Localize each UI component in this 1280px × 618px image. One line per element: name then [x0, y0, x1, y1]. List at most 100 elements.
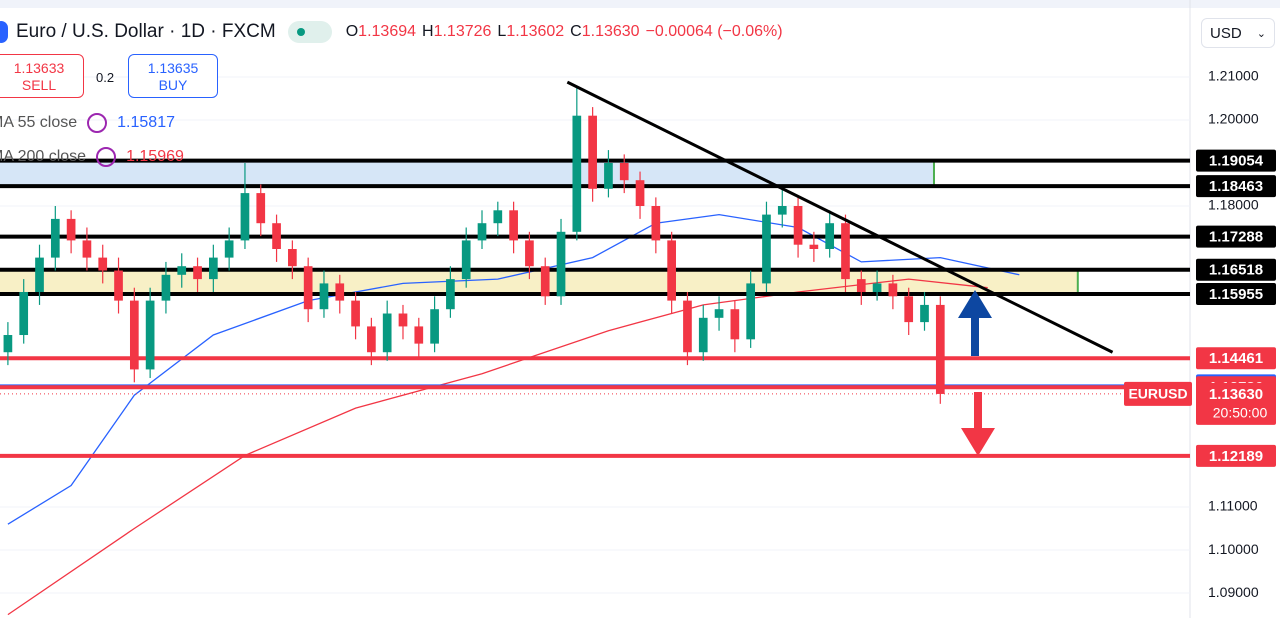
- candle-body: [145, 300, 155, 370]
- candle-body: [777, 206, 787, 215]
- candle-body: [50, 218, 60, 258]
- up-arrow: [958, 290, 992, 356]
- candle-body: [288, 249, 297, 267]
- symbol-tag: [1124, 381, 1192, 406]
- candle-body: [477, 223, 487, 241]
- symbol-icon: [0, 21, 8, 43]
- candle-body: [398, 313, 408, 327]
- price-label: 1.14461: [1209, 350, 1263, 367]
- candle-body: [825, 223, 835, 250]
- candle-body: [904, 296, 914, 323]
- symbol[interactable]: Euro / U.S. Dollar · 1D · FXCM: [16, 21, 276, 42]
- candle-body: [35, 257, 44, 293]
- candle-body: [272, 223, 281, 250]
- price-label: 1.16518: [1209, 262, 1263, 279]
- candle-body: [525, 240, 534, 267]
- candle-body: [793, 206, 803, 245]
- candle-body: [493, 210, 503, 224]
- price-label-box: [1196, 347, 1276, 370]
- indicator-icon: [96, 147, 117, 167]
- countdown: 20:50:00: [1213, 405, 1268, 421]
- ohlc-value: 1.13630: [581, 23, 640, 40]
- candle-body: [367, 326, 376, 353]
- candle-body: [588, 115, 597, 189]
- candle-body: [193, 266, 202, 280]
- dropdown-caret: ⌄: [1256, 28, 1266, 40]
- change: −0.00064 (−0.06%): [645, 23, 783, 40]
- price-label: 1.12189: [1209, 448, 1263, 465]
- candle-body: [509, 210, 518, 241]
- candle-body: [920, 304, 929, 323]
- candle-body: [714, 309, 724, 318]
- candle-body: [177, 266, 187, 275]
- indicator-row: MA 200 close 1.15969: [0, 147, 184, 167]
- candle-body: [698, 317, 708, 353]
- price-label-box: [1196, 444, 1276, 467]
- sell-button[interactable]: 1.13633 SELL: [0, 54, 84, 98]
- candle-body: [572, 115, 582, 232]
- candle-body: [540, 266, 550, 297]
- ohlc-label: H: [422, 23, 434, 40]
- price-label: 1.17288: [1209, 229, 1263, 246]
- ohlc-label: C: [570, 23, 582, 40]
- candle-body: [651, 206, 661, 241]
- candle-body: [856, 279, 866, 293]
- candle-body: [461, 240, 471, 280]
- buy-price: 1.13635: [147, 60, 199, 76]
- candle-body: [209, 257, 218, 280]
- candle-body: [667, 240, 676, 301]
- ohlc-item: O1.13694: [346, 23, 416, 41]
- candle-body: [762, 214, 771, 284]
- candle-body: [414, 326, 424, 344]
- candle-body: [82, 240, 92, 258]
- indicator-value: 1.15969: [126, 148, 184, 165]
- y-tick-label: 1.20000: [1208, 111, 1259, 127]
- indicator-row: MA 55 close 1.15817: [0, 113, 175, 133]
- candle-body: [98, 257, 108, 271]
- price-label-box: [1196, 149, 1276, 172]
- candle-body: [303, 266, 313, 310]
- candle-body: [872, 283, 882, 293]
- candle-body: [319, 283, 329, 310]
- candle-body: [382, 313, 392, 353]
- down-arrow: [961, 392, 995, 456]
- y-tick-label: 1.10000: [1208, 541, 1259, 557]
- buy-label: BUY: [158, 77, 188, 93]
- candle-body: [888, 283, 898, 297]
- candle-body: [730, 309, 740, 340]
- moving-average: [7, 278, 988, 616]
- ohlc-item: C1.13630: [570, 23, 639, 41]
- candle-body: [351, 300, 360, 327]
- candle-body: [604, 162, 613, 189]
- sell-label: SELL: [21, 77, 57, 93]
- indicator-name: MA 55 close: [0, 114, 78, 131]
- candle-body: [683, 300, 692, 353]
- status-pill: [287, 21, 332, 43]
- currency-select[interactable]: USD ⌄: [1201, 18, 1275, 48]
- trendline: [566, 80, 1114, 354]
- last-price-label: 1.13630: [1209, 386, 1263, 403]
- currency: USD: [1210, 25, 1242, 42]
- price-label: 1.18463: [1209, 178, 1263, 195]
- ohlc-item: H1.13726: [422, 23, 491, 41]
- candle-body: [556, 231, 566, 297]
- candle-body: [256, 193, 266, 224]
- price-label: 1.15955: [1209, 286, 1263, 303]
- candle-body: [224, 240, 234, 258]
- candle-body: [66, 218, 76, 241]
- candle-body: [619, 162, 629, 181]
- price-label-box: [1196, 225, 1276, 248]
- buy-button[interactable]: 1.13635 BUY: [128, 54, 218, 98]
- ohlc-item: L1.13602: [497, 23, 564, 41]
- indicator-icon: [87, 113, 108, 133]
- price-label: 1.19054: [1209, 153, 1264, 170]
- candle-body: [809, 244, 819, 250]
- candle-body: [446, 279, 455, 310]
- candle-body: [635, 180, 645, 206]
- header: Euro / U.S. Dollar · 1D · FXCM O1.13694 H…: [0, 18, 783, 46]
- price-label-box: [1196, 258, 1276, 281]
- ohlc-value: 1.13602: [506, 23, 565, 40]
- y-tick-label: 1.11000: [1208, 498, 1258, 514]
